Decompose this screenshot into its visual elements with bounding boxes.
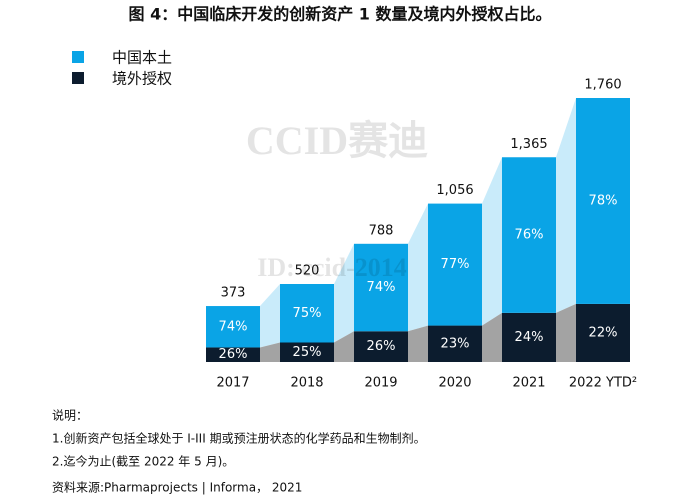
x-tick-label: 2020 xyxy=(438,376,471,391)
total-label: 1,365 xyxy=(510,137,547,152)
note: 1.创新资产包括全球处于 I-III 期或预注册状态的化学药品和生物制剂。 xyxy=(52,431,426,446)
connector-band xyxy=(334,331,354,362)
connector-band xyxy=(260,284,280,348)
connector-band xyxy=(482,157,502,326)
segment-label: 77% xyxy=(441,257,470,272)
total-label: 373 xyxy=(221,286,246,301)
total-label: 520 xyxy=(295,264,320,279)
connector-band xyxy=(556,303,576,362)
bar-segment xyxy=(206,306,260,348)
legend-swatch xyxy=(72,72,84,84)
note: 2.迄今为止(截至 2022 年 5 月)。 xyxy=(52,454,234,469)
segment-label: 26% xyxy=(367,339,396,354)
bar-segment xyxy=(354,331,408,362)
legend-label: 中国本土 xyxy=(112,49,172,67)
legend-swatch xyxy=(72,51,84,63)
segment-label: 26% xyxy=(219,347,248,362)
bar-segment xyxy=(428,325,482,362)
connector-band xyxy=(482,312,502,362)
bar-segment xyxy=(354,243,408,332)
total-label: 1,760 xyxy=(584,78,621,93)
total-label: 788 xyxy=(369,223,394,238)
segment-label: 25% xyxy=(293,345,322,360)
segment-label: 22% xyxy=(589,325,618,340)
segment-label: 23% xyxy=(441,336,470,351)
note: 说明： xyxy=(52,408,88,423)
x-tick-label: 2017 xyxy=(216,376,249,391)
bar-segment xyxy=(206,347,260,362)
connector-band xyxy=(334,243,354,343)
segment-label: 74% xyxy=(367,280,396,295)
x-tick-label: 2018 xyxy=(290,376,323,391)
segment-label: 24% xyxy=(515,330,544,345)
note: 资料来源:Pharmaprojects | Informa， 2021 xyxy=(52,481,302,495)
x-tick-label: 2019 xyxy=(364,376,397,391)
segment-label: 78% xyxy=(589,193,618,208)
bar-segment xyxy=(502,312,556,362)
watermark: ID: ccid-2014 xyxy=(257,253,406,282)
bar-segment xyxy=(428,203,482,326)
legend-label: 境外授权 xyxy=(112,70,172,88)
connector-band xyxy=(556,98,576,313)
x-tick-label: 2022 YTD² xyxy=(569,376,637,391)
connector-band xyxy=(408,203,428,332)
total-label: 1,056 xyxy=(436,183,473,198)
watermark: CCID赛迪 xyxy=(246,118,428,163)
bar-segment xyxy=(576,98,630,304)
bar-segment xyxy=(576,303,630,362)
x-tick-label: 2021 xyxy=(512,376,545,391)
bar-segment xyxy=(502,157,556,313)
segment-label: 75% xyxy=(293,306,322,321)
segment-label: 76% xyxy=(515,228,544,243)
connector-band xyxy=(260,342,280,362)
chart-title: 图 4：中国临床开发的创新资产 1 数量及境内外授权占比。 xyxy=(129,5,552,24)
connector-band xyxy=(408,325,428,362)
bar-segment xyxy=(280,284,334,343)
segment-label: 74% xyxy=(219,319,248,334)
bar-segment xyxy=(280,342,334,362)
